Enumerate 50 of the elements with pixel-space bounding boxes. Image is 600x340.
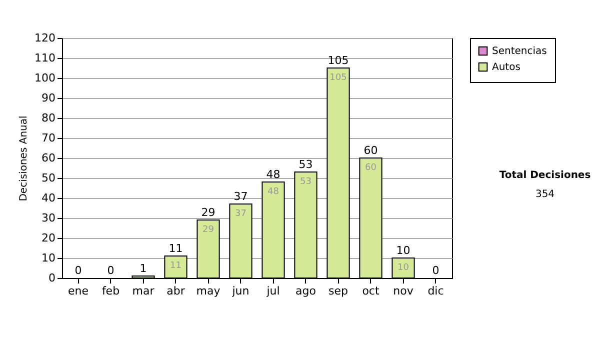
data-label: 48 [268, 187, 280, 197]
total-label: 60 [364, 144, 378, 157]
total-label: 0 [432, 264, 440, 277]
data-label: 11 [170, 261, 182, 271]
total-label: 105 [328, 54, 349, 67]
y-tick-label: 60 [42, 152, 56, 164]
y-tick-label: 40 [42, 192, 56, 204]
data-label: 29 [202, 225, 214, 235]
x-tick-label: dic [428, 284, 444, 298]
x-tick-label: oct [362, 284, 380, 298]
y-tick-label: 10 [42, 252, 56, 264]
total-label: 37 [234, 190, 248, 203]
y-tick-label: 120 [34, 32, 56, 44]
total-label: 0 [74, 264, 82, 277]
x-tick-label: jul [266, 284, 280, 298]
data-label: 10 [398, 263, 410, 273]
y-tick-label: 30 [42, 212, 56, 224]
total-label: 1 [140, 262, 147, 275]
data-label: 53 [300, 177, 312, 187]
y-tick-label: 70 [42, 132, 56, 144]
y-tick-label: 20 [42, 232, 56, 244]
y-tick-label: 100 [34, 72, 56, 84]
x-tick-label: mar [132, 284, 155, 298]
y-tick-label: 0 [48, 272, 56, 284]
total-label: 11 [168, 242, 183, 255]
x-tick-label: abr [166, 284, 186, 298]
data-label: 37 [235, 209, 246, 219]
total-label: 53 [298, 158, 313, 171]
y-tick-label: 110 [34, 52, 56, 64]
data-label: 60 [365, 163, 377, 173]
x-tick-label: feb [102, 284, 120, 298]
total-label: 10 [396, 244, 410, 257]
text: 354 [534, 189, 556, 200]
y-tick-label: 90 [42, 92, 56, 104]
y-tick-label: 50 [42, 172, 56, 184]
total-label: 48 [266, 168, 280, 181]
legend-label: Sentencias [492, 46, 547, 57]
x-tick-label: sep [328, 284, 348, 298]
legend-label: Autos [492, 62, 520, 73]
data-label: 105 [330, 73, 347, 83]
x-tick-label: jun [231, 284, 250, 298]
y-axis-title: Decisiones Anual [18, 116, 30, 202]
y-tick-label: 80 [42, 112, 56, 124]
x-tick-label: ene [68, 284, 89, 298]
x-tick-label: nov [393, 284, 414, 298]
text: Total Decisiones [498, 170, 592, 181]
total-label: 0 [107, 264, 114, 277]
total-label: 29 [201, 206, 216, 219]
x-tick-label: ago [296, 284, 316, 298]
x-tick-label: may [196, 284, 221, 298]
